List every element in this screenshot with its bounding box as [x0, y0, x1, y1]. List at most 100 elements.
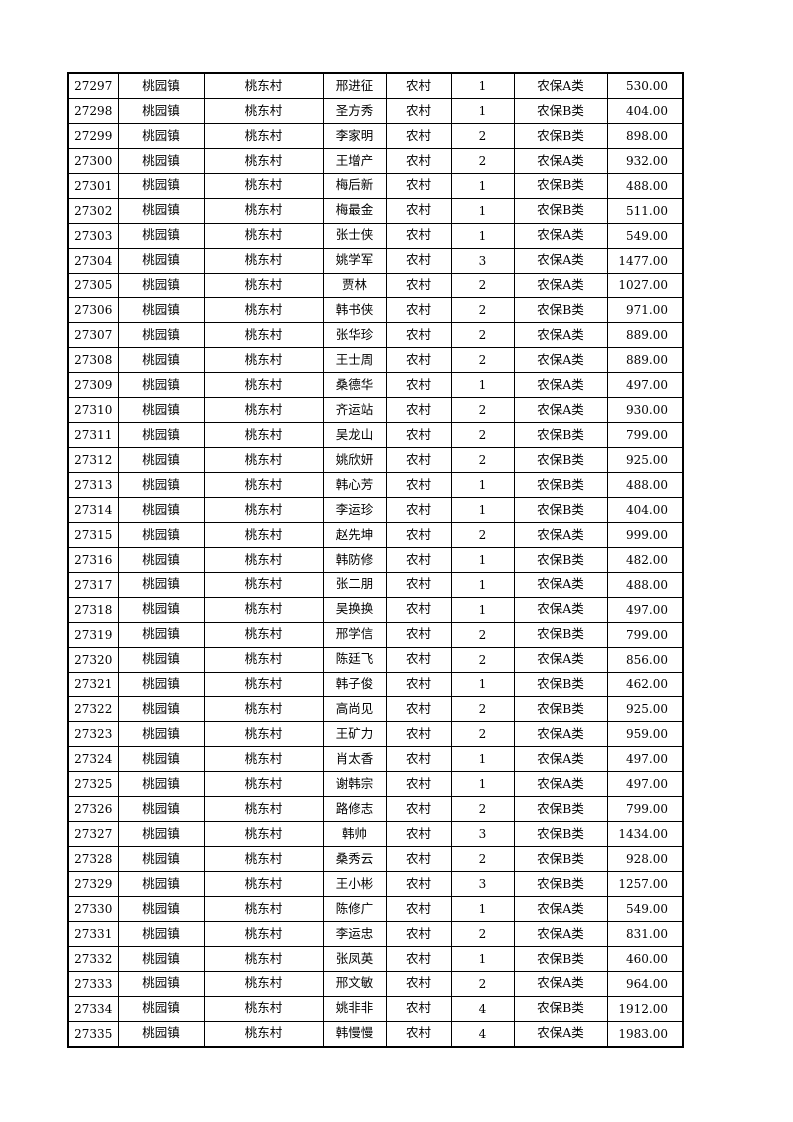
village-cell: 桃东村 — [203, 222, 324, 249]
table-row: 27321 桃园镇 桃东村 韩子俊 农村 1 农保B类 462.00 — [67, 671, 684, 698]
amount-cell: 898.00 — [606, 122, 684, 149]
table-row: 27306 桃园镇 桃东村 韩书侠 农村 2 农保B类 971.00 — [67, 297, 684, 324]
amount-cell: 462.00 — [606, 671, 684, 698]
amount-cell: 928.00 — [606, 846, 684, 872]
category-cell: 农保A类 — [513, 72, 608, 99]
town-cell: 桃园镇 — [117, 97, 205, 124]
table-row: 27305 桃园镇 桃东村 贾林 农村 2 农保A类 1027.00 — [67, 272, 684, 299]
town-cell: 桃园镇 — [117, 671, 205, 698]
table-row: 27322 桃园镇 桃东村 高尚见 农村 2 农保B类 925.00 — [67, 696, 684, 723]
category-cell: 农保A类 — [513, 247, 608, 274]
town-cell: 桃园镇 — [117, 895, 205, 922]
category-cell: 农保A类 — [513, 746, 608, 773]
village-cell: 桃东村 — [203, 821, 324, 848]
category-cell: 农保A类 — [513, 372, 608, 399]
id-cell: 27303 — [67, 222, 119, 249]
name-cell: 王矿力 — [322, 721, 387, 748]
village-cell: 桃东村 — [203, 796, 324, 823]
village-cell: 桃东村 — [203, 721, 324, 748]
category-cell: 农保B类 — [513, 796, 608, 823]
type-cell: 农村 — [385, 372, 452, 399]
type-cell: 农村 — [385, 970, 452, 997]
town-cell: 桃园镇 — [117, 821, 205, 848]
amount-cell: 799.00 — [606, 796, 684, 823]
count-cell: 1 — [450, 895, 515, 922]
town-cell: 桃园镇 — [117, 322, 205, 349]
id-cell: 27320 — [67, 646, 119, 673]
amount-cell: 1257.00 — [606, 871, 684, 897]
type-cell: 农村 — [385, 796, 452, 823]
type-cell: 农村 — [385, 995, 452, 1022]
table-row: 27319 桃园镇 桃东村 邢学信 农村 2 农保B类 799.00 — [67, 621, 684, 648]
id-cell: 27297 — [67, 72, 119, 99]
table-row: 27297 桃园镇 桃东村 邢进征 农村 1 农保A类 530.00 — [67, 72, 684, 99]
type-cell: 农村 — [385, 297, 452, 324]
category-cell: 农保B类 — [513, 821, 608, 848]
town-cell: 桃园镇 — [117, 1020, 205, 1048]
name-cell: 王士周 — [322, 347, 387, 374]
count-cell: 1 — [450, 197, 515, 224]
category-cell: 农保B类 — [513, 472, 608, 498]
type-cell: 农村 — [385, 397, 452, 424]
village-cell: 桃东村 — [203, 197, 324, 224]
count-cell: 2 — [450, 970, 515, 997]
name-cell: 路修志 — [322, 796, 387, 823]
table-row: 27318 桃园镇 桃东村 吴换换 农村 1 农保A类 497.00 — [67, 596, 684, 623]
town-cell: 桃园镇 — [117, 846, 205, 872]
id-cell: 27300 — [67, 147, 119, 174]
id-cell: 27331 — [67, 920, 119, 947]
count-cell: 1 — [450, 72, 515, 99]
category-cell: 农保B类 — [513, 995, 608, 1022]
amount-cell: 999.00 — [606, 521, 684, 548]
name-cell: 陈修广 — [322, 895, 387, 922]
table-row: 27329 桃园镇 桃东村 王小彬 农村 3 农保B类 1257.00 — [67, 871, 684, 897]
town-cell: 桃园镇 — [117, 621, 205, 648]
id-cell: 27307 — [67, 322, 119, 349]
amount-cell: 549.00 — [606, 222, 684, 249]
type-cell: 农村 — [385, 596, 452, 623]
name-cell: 吴龙山 — [322, 422, 387, 449]
count-cell: 2 — [450, 521, 515, 548]
name-cell: 韩防修 — [322, 546, 387, 573]
village-cell: 桃东村 — [203, 646, 324, 673]
type-cell: 农村 — [385, 147, 452, 174]
table-row: 27299 桃园镇 桃东村 李家明 农村 2 农保B类 898.00 — [67, 122, 684, 149]
town-cell: 桃园镇 — [117, 920, 205, 947]
id-cell: 27321 — [67, 671, 119, 698]
count-cell: 1 — [450, 546, 515, 573]
village-cell: 桃东村 — [203, 671, 324, 698]
table-row: 27332 桃园镇 桃东村 张凤英 农村 1 农保B类 460.00 — [67, 945, 684, 972]
type-cell: 农村 — [385, 621, 452, 648]
table-row: 27326 桃园镇 桃东村 路修志 农村 2 农保B类 799.00 — [67, 796, 684, 823]
table-row: 27325 桃园镇 桃东村 谢韩宗 农村 1 农保A类 497.00 — [67, 771, 684, 798]
type-cell: 农村 — [385, 496, 452, 523]
count-cell: 2 — [450, 422, 515, 449]
amount-cell: 889.00 — [606, 347, 684, 374]
name-cell: 吴换换 — [322, 596, 387, 623]
category-cell: 农保B类 — [513, 696, 608, 723]
table-body: 27297 桃园镇 桃东村 邢进征 农村 1 农保A类 530.00 27298 桃园镇 桃东村 圣方… — [67, 72, 684, 1048]
name-cell: 张士侠 — [322, 222, 387, 249]
category-cell: 农保A类 — [513, 521, 608, 548]
id-cell: 27308 — [67, 347, 119, 374]
village-cell: 桃东村 — [203, 771, 324, 798]
count-cell: 2 — [450, 322, 515, 349]
name-cell: 韩帅 — [322, 821, 387, 848]
amount-cell: 497.00 — [606, 372, 684, 399]
amount-cell: 1983.00 — [606, 1020, 684, 1048]
amount-cell: 1027.00 — [606, 272, 684, 299]
category-cell: 农保A类 — [513, 272, 608, 299]
table-row: 27323 桃园镇 桃东村 王矿力 农村 2 农保A类 959.00 — [67, 721, 684, 748]
village-cell: 桃东村 — [203, 447, 324, 473]
town-cell: 桃园镇 — [117, 496, 205, 523]
village-cell: 桃东村 — [203, 372, 324, 399]
id-cell: 27317 — [67, 571, 119, 598]
category-cell: 农保B类 — [513, 546, 608, 573]
name-cell: 梅最金 — [322, 197, 387, 224]
name-cell: 赵先坤 — [322, 521, 387, 548]
amount-cell: 404.00 — [606, 496, 684, 523]
table-row: 27310 桃园镇 桃东村 齐运站 农村 2 农保A类 930.00 — [67, 397, 684, 424]
name-cell: 陈廷飞 — [322, 646, 387, 673]
table-row: 27327 桃园镇 桃东村 韩帅 农村 3 农保B类 1434.00 — [67, 821, 684, 848]
amount-cell: 971.00 — [606, 297, 684, 324]
